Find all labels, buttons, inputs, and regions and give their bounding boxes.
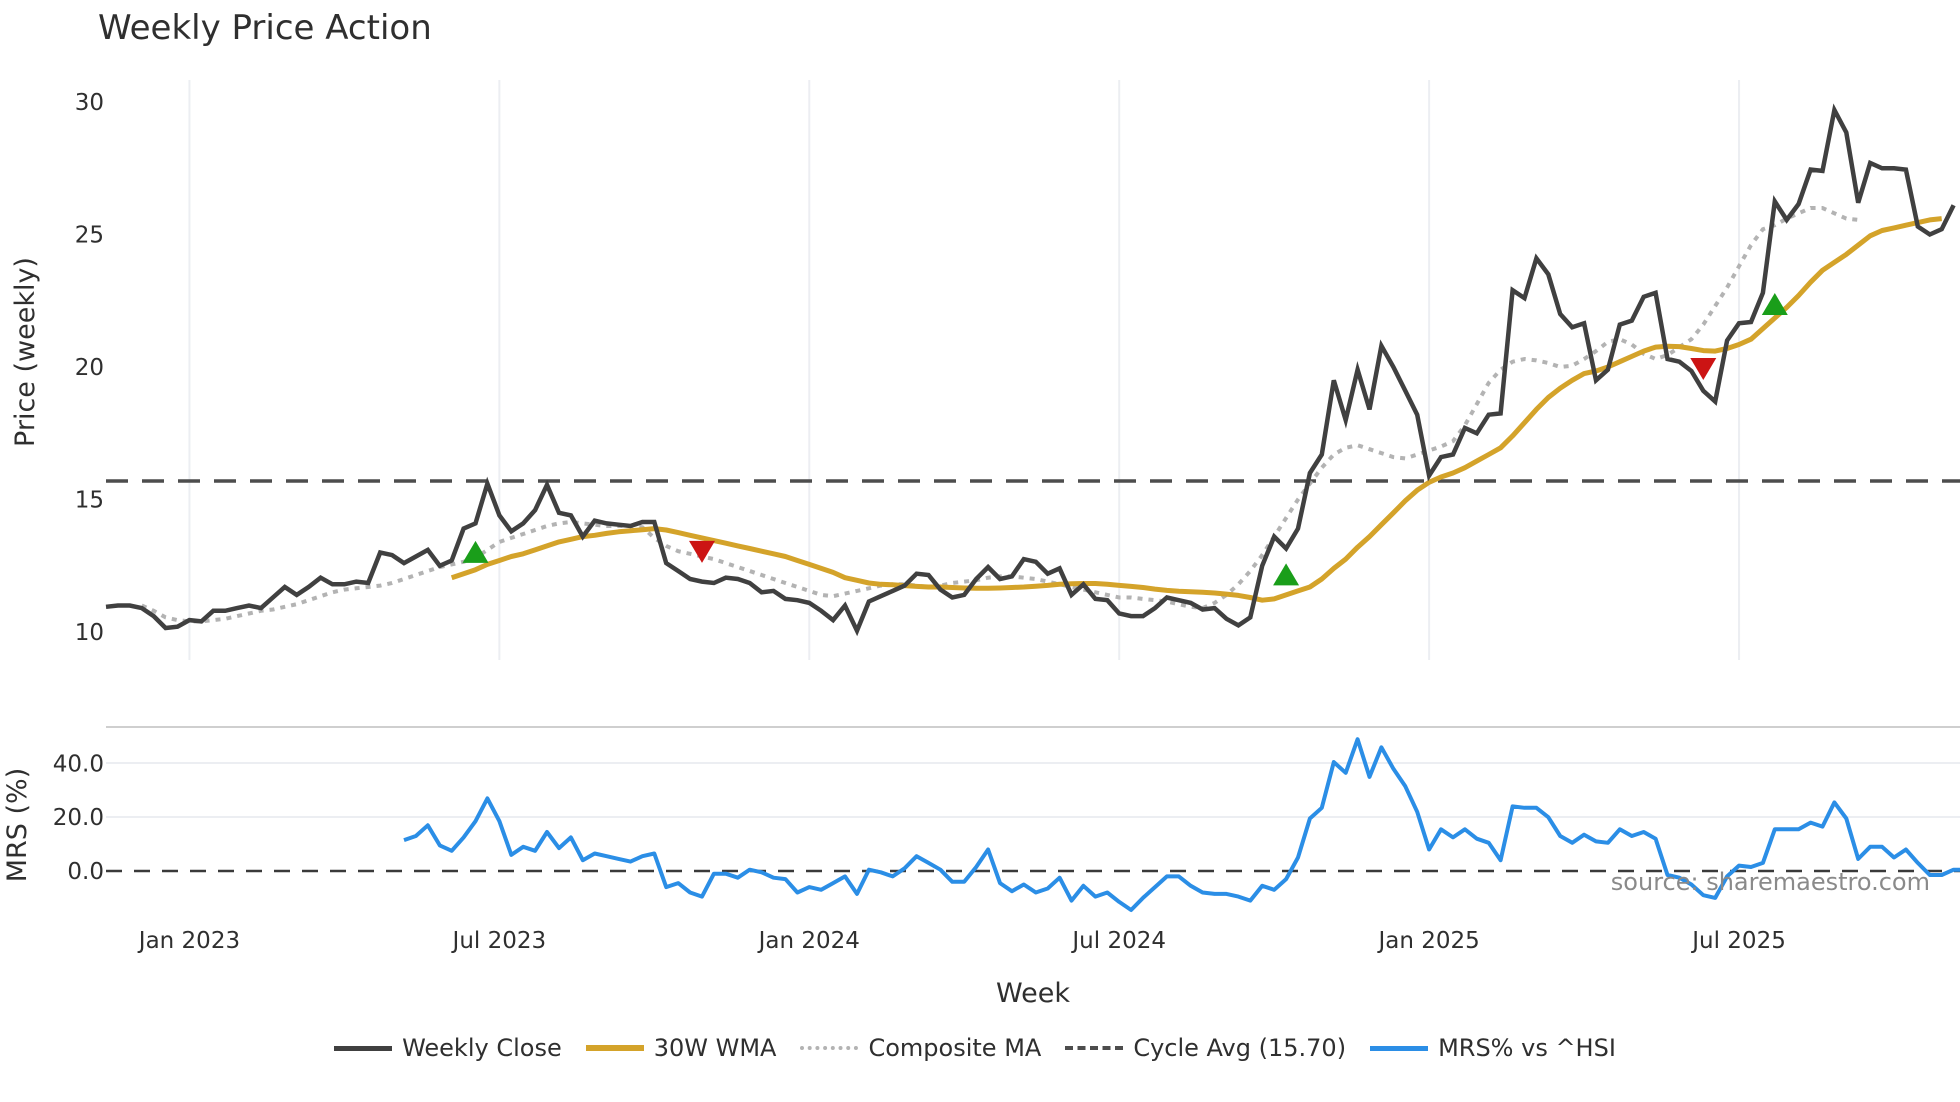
- price-y-axis: 10 15 20 25 30: [75, 90, 104, 646]
- sell-signal-triangle-down-icon: [1690, 358, 1717, 380]
- legend-label: 30W WMA: [653, 1034, 777, 1062]
- gridlines: [188, 80, 1741, 660]
- mrs-y-axis-label: MRS (%): [2, 768, 33, 883]
- price-y-tick: 20: [75, 355, 104, 381]
- wma-line: [450, 216, 1942, 603]
- x-tick: Jul 2024: [1070, 928, 1166, 954]
- x-tick: Jul 2023: [451, 928, 547, 954]
- x-axis: Jan 2023 Jul 2023 Jan 2024 Jul 2024 Jan 2025…: [137, 928, 1786, 954]
- x-tick: Jan 2023: [137, 928, 240, 954]
- legend-item-mrs[interactable]: MRS% vs ^HSI: [1370, 1034, 1616, 1062]
- wma-swatch-icon: [585, 1045, 644, 1051]
- chart-title: Weekly Price Action: [98, 8, 432, 48]
- legend-item-wma[interactable]: 30W WMA: [585, 1034, 777, 1062]
- mrs-y-tick: 0.0: [67, 859, 104, 885]
- mrs-y-tick: 40.0: [53, 751, 104, 777]
- price-y-axis-label: Price (weekly): [10, 257, 41, 447]
- signal-markers: [462, 293, 1788, 586]
- legend: Weekly Close 30W WMA Composite MA Cycle …: [0, 1034, 1960, 1062]
- weekly-close-swatch-icon: [334, 1045, 393, 1051]
- cycle-avg-swatch-icon: [1065, 1046, 1124, 1050]
- mrs-swatch-icon: [1370, 1045, 1429, 1051]
- buy-signal-triangle-up-icon: [1273, 563, 1300, 586]
- price-y-tick: 25: [75, 223, 104, 249]
- legend-item-cycle-avg[interactable]: Cycle Avg (15.70): [1065, 1034, 1346, 1062]
- x-tick: Jan 2025: [1376, 928, 1479, 954]
- mrs-y-tick: 20.0: [53, 805, 104, 831]
- legend-label: Composite MA: [868, 1034, 1042, 1062]
- mrs-line: [403, 737, 1960, 912]
- x-tick: Jan 2024: [757, 928, 860, 954]
- x-axis-label: Week: [996, 978, 1070, 1009]
- legend-label: MRS% vs ^HSI: [1438, 1034, 1616, 1062]
- legend-label: Weekly Close: [402, 1034, 562, 1062]
- legend-label: Cycle Avg (15.70): [1133, 1034, 1347, 1062]
- legend-item-weekly-close[interactable]: Weekly Close: [334, 1034, 562, 1062]
- price-y-tick: 10: [75, 620, 104, 646]
- source-label: source: sharemaestro.com: [1611, 868, 1930, 896]
- legend-item-composite-ma[interactable]: Composite MA: [800, 1034, 1041, 1062]
- price-y-tick: 15: [75, 488, 104, 514]
- weekly-close-line: [105, 103, 1956, 637]
- sell-signal-triangle-down-icon: [689, 540, 715, 563]
- mrs-y-axis: 0.0 20.0 40.0: [53, 751, 104, 885]
- price-y-tick: 30: [75, 90, 104, 116]
- buy-signal-triangle-up-icon: [462, 540, 489, 563]
- composite-ma-swatch-icon: [800, 1046, 859, 1050]
- buy-signal-triangle-up-icon: [1761, 293, 1788, 316]
- x-tick: Jul 2025: [1690, 928, 1786, 954]
